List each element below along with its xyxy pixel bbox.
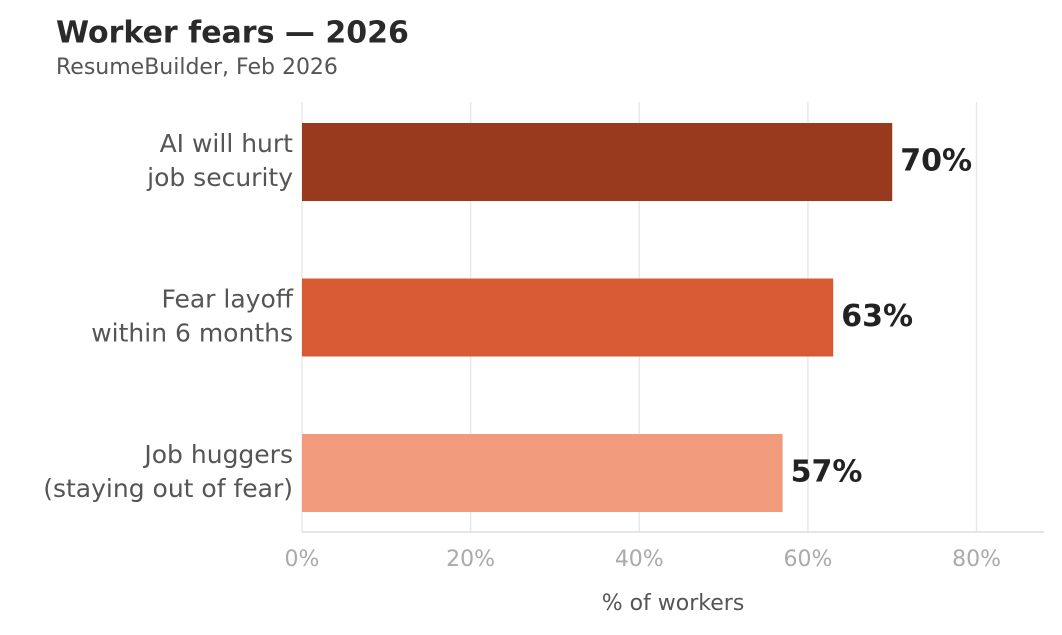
bar [302, 123, 893, 201]
value-label: 63% [841, 299, 913, 334]
x-tick-label: 80% [952, 547, 1001, 572]
x-tick-label: 60% [783, 547, 832, 572]
chart-title: Worker fears — 2026 [56, 16, 409, 51]
x-tick-label: 40% [615, 547, 664, 572]
y-tick-label: Fear layoff within 6 months [91, 285, 294, 348]
x-tick-label: 20% [446, 547, 495, 572]
x-tick-label: 0% [285, 547, 320, 572]
value-label: 70% [900, 144, 972, 179]
bar [302, 434, 783, 512]
value-label: 57% [791, 455, 863, 490]
bar [302, 278, 834, 357]
y-tick-label: Job huggers (staying out of fear) [43, 440, 293, 503]
y-tick-label: AI will hurt job security [146, 129, 293, 192]
chart-subtitle: ResumeBuilder, Feb 2026 [56, 55, 338, 80]
x-axis-label: % of workers [602, 591, 745, 616]
